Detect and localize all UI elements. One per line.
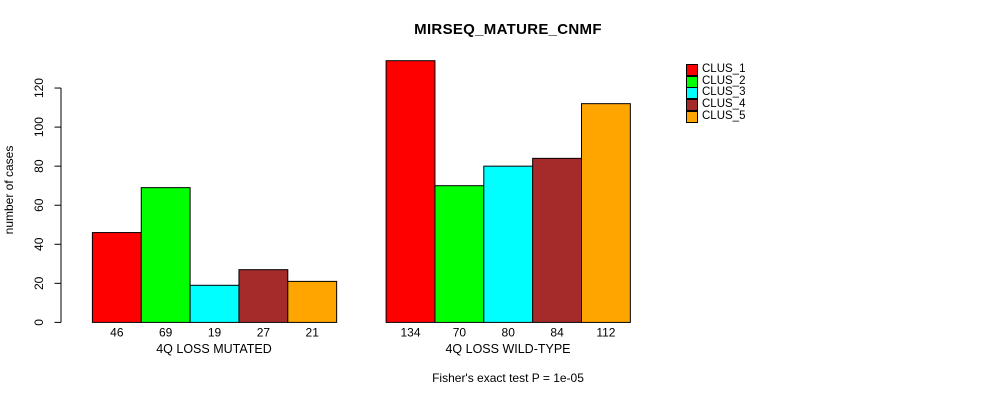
y-tick-label: 100 bbox=[32, 117, 46, 137]
x-group-label-wildtype: 4Q LOSS WILD-TYPE bbox=[445, 342, 571, 356]
bar-CLUS_4-group0 bbox=[238, 269, 289, 323]
bar-CLUS_3-group0 bbox=[189, 284, 240, 323]
bar-value-label: 46 bbox=[110, 326, 124, 340]
bar-value-label: 84 bbox=[550, 326, 564, 340]
legend-item-CLUS_3: CLUS_3 bbox=[686, 86, 746, 100]
legend-swatch-icon bbox=[686, 63, 698, 76]
y-tick-label: 0 bbox=[32, 319, 46, 326]
bar-CLUS_2-group1 bbox=[434, 185, 485, 323]
legend-swatch-icon bbox=[686, 98, 698, 111]
legend-label: CLUS_5 bbox=[702, 109, 746, 122]
bar-value-label: 70 bbox=[453, 326, 467, 340]
bar-CLUS_5-group1 bbox=[581, 103, 631, 323]
y-tick-label: 60 bbox=[32, 198, 46, 212]
legend: CLUS_1 CLUS_2 CLUS_3 CLUS_4 CLUS_5 bbox=[686, 63, 746, 123]
legend-label: CLUS_4 bbox=[702, 98, 746, 111]
bar-value-label: 134 bbox=[401, 326, 421, 340]
y-tick-label: 20 bbox=[32, 276, 46, 290]
bar-CLUS_2-group0 bbox=[140, 187, 191, 323]
bar-value-label: 27 bbox=[257, 326, 271, 340]
bar-CLUS_5-group0 bbox=[287, 280, 338, 323]
chart-title: MIRSEQ_MATURE_CNMF bbox=[414, 21, 602, 38]
legend-label: CLUS_2 bbox=[702, 74, 746, 87]
bar-value-label: 21 bbox=[306, 326, 320, 340]
bar-value-label: 19 bbox=[208, 326, 222, 340]
bar-CLUS_1-group0 bbox=[91, 232, 142, 323]
bar-value-label: 112 bbox=[596, 326, 615, 340]
legend-label: CLUS_3 bbox=[702, 86, 746, 99]
bar-value-label: 80 bbox=[502, 326, 516, 340]
legend-item-CLUS_2: CLUS_2 bbox=[686, 74, 746, 88]
y-tick-label: 120 bbox=[32, 78, 46, 98]
legend-swatch-icon bbox=[686, 110, 698, 123]
bar-value-label: 69 bbox=[159, 326, 173, 340]
x-group-label-mutated: 4Q LOSS MUTATED bbox=[156, 342, 272, 356]
legend-item-CLUS_5: CLUS_5 bbox=[686, 109, 746, 123]
legend-swatch-icon bbox=[686, 87, 698, 100]
legend-label: CLUS_1 bbox=[702, 63, 746, 75]
y-tick-label: 80 bbox=[32, 159, 46, 173]
pvalue-annotation: Fisher's exact test P = 1e-05 bbox=[432, 371, 584, 385]
legend-item-CLUS_1: CLUS_1 bbox=[686, 63, 746, 76]
bar-CLUS_4-group1 bbox=[532, 157, 583, 323]
bar-CLUS_1-group1 bbox=[385, 60, 436, 323]
legend-item-CLUS_4: CLUS_4 bbox=[686, 98, 746, 111]
bar-CLUS_3-group1 bbox=[483, 165, 534, 323]
y-tick-label: 40 bbox=[32, 237, 46, 251]
legend-swatch-icon bbox=[686, 75, 698, 88]
